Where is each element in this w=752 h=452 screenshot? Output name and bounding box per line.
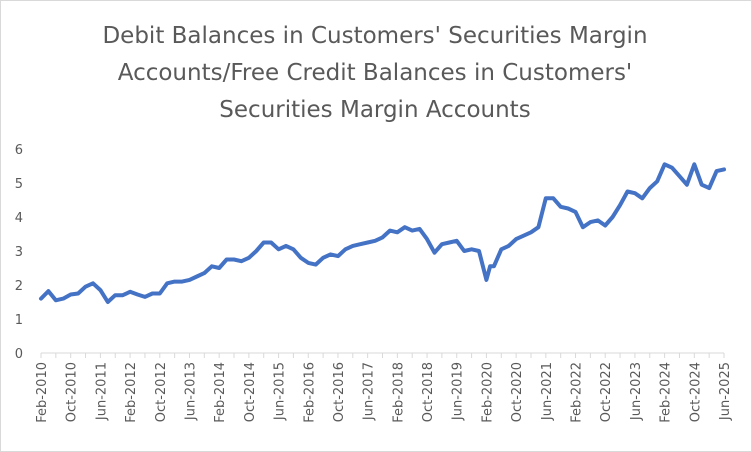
series-line (39, 162, 726, 304)
x-tick-label: Jun-2025 (718, 362, 733, 421)
chart-title-line-2: Accounts/Free Credit Balances in Custome… (117, 60, 633, 86)
chart-title-line-3: Securities Margin Accounts (219, 97, 531, 123)
y-tick-label: 0 (15, 347, 23, 362)
y-tick-label: 2 (15, 279, 23, 294)
x-tick-label: Feb-2012 (124, 362, 139, 423)
x-tick-label: Jun-2013 (183, 362, 198, 421)
y-tick-label: 6 (15, 143, 23, 158)
x-tick-label: Feb-2010 (35, 362, 50, 423)
x-tick-label: Oct-2012 (154, 362, 169, 422)
x-tick-label: Jun-2019 (451, 362, 466, 421)
y-tick-label: 1 (15, 313, 23, 328)
x-tick-label: Feb-2020 (480, 362, 495, 423)
y-axis-ticks: 0 1 2 3 4 5 6 (15, 143, 23, 362)
x-tick-label: Feb-2022 (570, 362, 585, 423)
y-tick-label: 5 (15, 177, 23, 192)
y-tick-label: 4 (15, 211, 23, 226)
x-tick-label: Oct-2024 (688, 362, 703, 422)
x-tick-label: Feb-2016 (302, 362, 317, 423)
x-tick-label: Jun-2011 (94, 362, 109, 421)
x-tick-label: Feb-2014 (213, 362, 228, 423)
x-tick-label: Oct-2016 (332, 362, 347, 422)
x-tick-label: Jun-2021 (540, 362, 555, 421)
x-tick-label: Jun-2015 (273, 362, 288, 421)
x-tick-label: Jun-2023 (629, 362, 644, 421)
chart-title: Debit Balances in Customers' Securities … (40, 18, 710, 129)
x-tick-label: Oct-2022 (599, 362, 614, 422)
x-axis-tickmarks (40, 353, 725, 358)
y-tick-label: 3 (15, 245, 23, 260)
x-tick-label: Feb-2024 (659, 362, 674, 423)
x-tick-label: Oct-2014 (243, 362, 258, 422)
x-tick-label: Oct-2018 (421, 362, 436, 422)
chart-title-line-1: Debit Balances in Customers' Securities … (102, 23, 648, 49)
x-tick-label: Oct-2010 (65, 362, 80, 422)
x-axis-ticks: Feb-2010 Oct-2010 Jun-2011 Feb-2012 Oct-2012… (35, 362, 733, 423)
x-tick-label: Jun-2017 (362, 362, 377, 421)
x-tick-label: Feb-2018 (391, 362, 406, 423)
x-tick-label: Oct-2020 (510, 362, 525, 422)
